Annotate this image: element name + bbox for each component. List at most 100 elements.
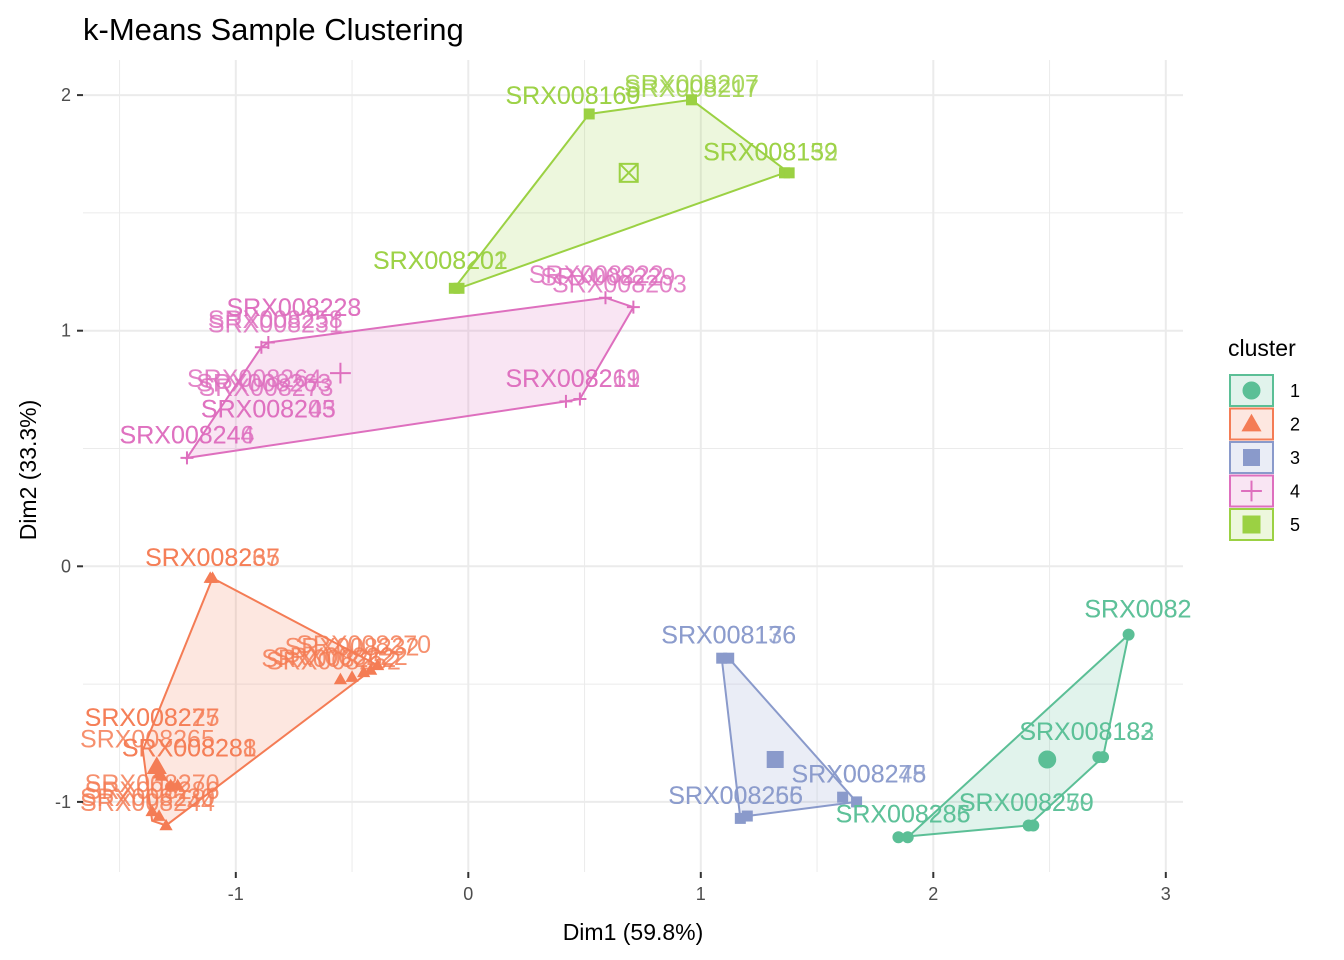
y-tick-label: 0 — [61, 556, 71, 576]
cluster-center-4 — [330, 362, 351, 384]
data-point — [901, 831, 914, 844]
cluster-center-3 — [766, 750, 784, 768]
chart-title: k-Means Sample Clustering — [83, 12, 464, 47]
point-label: SRX008252 — [266, 648, 401, 676]
cluster-hull-2 — [141, 576, 380, 827]
point-label: SRX008132 — [703, 139, 838, 167]
point-label: SRX008285 — [836, 801, 971, 829]
point-label: SRX008203 — [552, 271, 687, 299]
data-point — [1122, 628, 1135, 641]
point-label: SRX008259 — [959, 789, 1094, 817]
data-point — [573, 392, 587, 406]
point-label: SRX008258 — [208, 306, 343, 334]
point-label: SRX008281 — [122, 735, 257, 763]
point-label: SRX008288 — [122, 735, 257, 763]
legend-label: 5 — [1290, 515, 1300, 535]
data-point — [453, 282, 465, 294]
point-label: SRX008246 — [120, 421, 255, 449]
point-label: SRX008270 — [296, 631, 431, 659]
legend-key-2 — [1229, 407, 1274, 441]
legend-symbol — [1242, 381, 1261, 400]
legend-key-1 — [1229, 374, 1274, 407]
y-tick-label: 2 — [61, 85, 71, 105]
point-label: SRX008160 — [506, 82, 641, 110]
point-label: SRX008229 — [540, 264, 675, 292]
y-tick-label: 1 — [61, 321, 71, 341]
point-label: SRX008231 — [208, 311, 343, 339]
point-label: SRX008219 — [506, 365, 641, 393]
legend-symbol — [1243, 449, 1260, 466]
data-point — [145, 804, 159, 817]
cluster-center-5 — [618, 162, 639, 183]
data-point — [345, 670, 359, 682]
point-label: SRX008278 — [791, 761, 926, 789]
cluster-centers — [146, 162, 1057, 774]
x-tick-label: 0 — [463, 884, 473, 904]
point-label: SRX008261 — [506, 365, 641, 393]
data-point — [371, 658, 385, 671]
point-label: SRX008244 — [120, 421, 255, 449]
x-tick-label: 2 — [928, 884, 938, 904]
legend-symbol — [1241, 413, 1262, 432]
legend-label: 4 — [1290, 482, 1300, 502]
point-label: SRX008267 — [145, 544, 280, 572]
data-point — [154, 769, 169, 781]
point-label: SRX008217 — [624, 75, 759, 103]
point-label: SRX008265 — [668, 782, 803, 810]
legend-key-5 — [1229, 508, 1274, 541]
cluster-center-5-cross — [619, 163, 639, 183]
legend-key-4 — [1229, 474, 1274, 508]
point-label: SRX008202 — [373, 247, 508, 275]
cluster-hulls — [141, 98, 1131, 839]
legend-symbol-cross — [1242, 515, 1261, 534]
x-tick-label: 3 — [1161, 884, 1171, 904]
point-label: SRX008275 — [85, 704, 220, 732]
point-label: SRX008182 — [1019, 718, 1154, 746]
point-label: SRX008286 — [85, 777, 220, 805]
point-label: SRX008228 — [227, 294, 362, 322]
legend-swatch — [1229, 407, 1274, 441]
point-label: SRX008262 — [261, 645, 396, 673]
cluster-center-5-box — [618, 162, 639, 183]
point-label: SRX008205 — [201, 395, 336, 423]
point-label: SRX008176 — [661, 622, 796, 650]
legend-key-3 — [1229, 441, 1274, 474]
point-label: SRX008227 — [85, 704, 220, 732]
point-label: SRX008159 — [703, 139, 838, 167]
data-point — [261, 335, 275, 349]
cluster-center-1 — [1038, 750, 1057, 769]
grid — [83, 60, 1183, 872]
data-point — [559, 394, 573, 408]
point-label: SRX008243 — [201, 395, 336, 423]
legend-symbol — [1242, 515, 1261, 534]
y-axis-title: Dim2 (33.3%) — [15, 400, 41, 541]
x-tick-label: -1 — [228, 884, 244, 904]
point-label: SRX008183 — [1019, 718, 1154, 746]
point-label: SRX0082 — [1084, 596, 1191, 624]
data-point — [583, 108, 595, 120]
legend-label: 1 — [1290, 381, 1300, 401]
data-point — [203, 571, 217, 583]
data-point — [159, 818, 173, 831]
point-label: SRX008201 — [373, 247, 508, 275]
point-label: SRX008256 — [668, 782, 803, 810]
point-label: SRX008245 — [791, 761, 926, 789]
point-label: SRX0082 — [1084, 596, 1191, 624]
cluster-center-2 — [146, 756, 167, 774]
x-axis-ticks: -1 0 1 2 3 — [228, 872, 1171, 904]
point-label: SRX008265 — [80, 725, 215, 753]
point-label: SRX008264 — [187, 365, 322, 393]
legend: 1 2 3 4 5 — [1229, 374, 1300, 541]
point-label: SRX008169 — [506, 82, 641, 110]
data-point — [171, 778, 185, 791]
data-point — [1027, 819, 1040, 832]
data-point — [254, 340, 268, 354]
point-label: SRX008273 — [199, 374, 334, 402]
point-label: SRX008230 — [80, 784, 215, 812]
legend-title: cluster — [1228, 335, 1296, 361]
data-point — [180, 451, 194, 465]
point-label: SRX008235 — [145, 544, 280, 572]
x-axis-title: Dim1 (59.8%) — [563, 919, 704, 945]
data-point — [837, 791, 849, 803]
